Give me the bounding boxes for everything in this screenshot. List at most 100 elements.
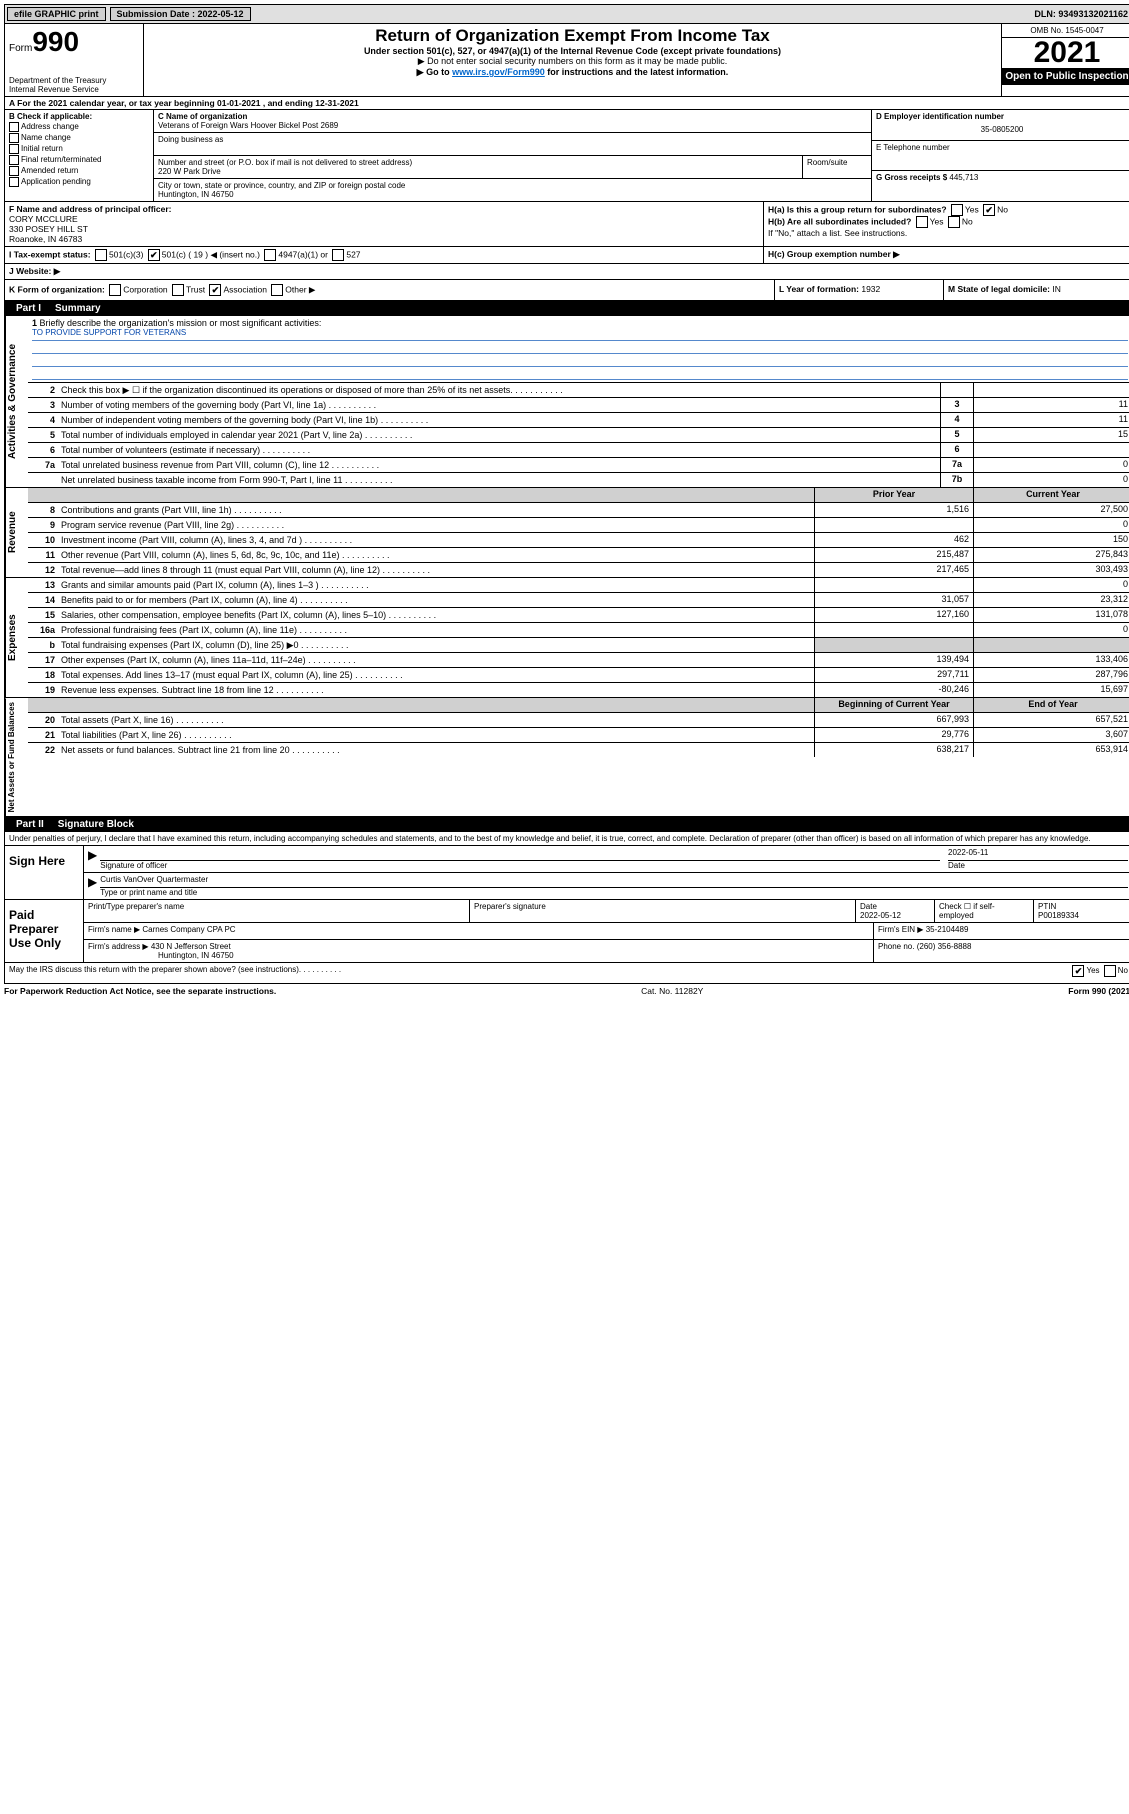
chk-corp[interactable] (109, 284, 121, 296)
net-assets-section: Net Assets or Fund Balances Beginning of… (4, 698, 1129, 817)
chk-name-change[interactable]: Name change (9, 133, 149, 143)
table-row: 11Other revenue (Part VIII, column (A), … (28, 548, 1129, 563)
room-label: Room/suite (803, 156, 871, 178)
may-irs-no[interactable] (1104, 965, 1116, 977)
table-row: 16aProfessional fundraising fees (Part I… (28, 623, 1129, 638)
prep-date-label: Date (860, 902, 930, 911)
line-text: Program service revenue (Part VIII, line… (58, 519, 814, 531)
form-word: Form (9, 43, 32, 54)
prior-year-head: Prior Year (814, 488, 973, 502)
line-num: 10 (28, 534, 58, 546)
net-header-row: Beginning of Current Year End of Year (28, 698, 1129, 713)
line-num: 7a (28, 459, 58, 471)
table-row: 9Program service revenue (Part VIII, lin… (28, 518, 1129, 533)
line-value: 11 (973, 413, 1129, 427)
may-irs-yes[interactable]: ✔ (1072, 965, 1084, 977)
prior-value: 462 (814, 533, 973, 547)
sidebar-revenue: Revenue (5, 488, 28, 577)
table-row: 2Check this box ▶ ☐ if the organization … (28, 383, 1129, 398)
current-value: 287,796 (973, 668, 1129, 682)
signature-block: Under penalties of perjury, I declare th… (4, 832, 1129, 984)
row-a-tax-year: A For the 2021 calendar year, or tax yea… (4, 97, 1129, 110)
table-row: 20Total assets (Part X, line 16)667,9936… (28, 713, 1129, 728)
part1-header: Part I Summary (4, 301, 1129, 316)
row-f-h: F Name and address of principal officer:… (4, 202, 1129, 247)
chk-amended-return[interactable]: Amended return (9, 166, 149, 176)
beg-year-head: Beginning of Current Year (814, 698, 973, 712)
current-value: 23,312 (973, 593, 1129, 607)
c-name-label: C Name of organization (158, 112, 867, 121)
f-label: F Name and address of principal officer: (9, 204, 759, 214)
line-code (940, 383, 973, 397)
sidebar-governance: Activities & Governance (5, 316, 28, 487)
current-year-head: Current Year (973, 488, 1129, 502)
prior-value: 217,465 (814, 563, 973, 577)
city-value: Huntington, IN 46750 (158, 190, 867, 199)
chk-4947[interactable] (264, 249, 276, 261)
chk-application-pending[interactable]: Application pending (9, 177, 149, 187)
arrow-icon: ▶ (88, 848, 97, 870)
part1-label: Part I (10, 303, 47, 314)
line-text: Total expenses. Add lines 13–17 (must eq… (58, 669, 814, 681)
form-subtitle-2: ▶ Do not enter social security numbers o… (150, 56, 995, 67)
prior-value: 1,516 (814, 503, 973, 517)
chk-501c3[interactable] (95, 249, 107, 261)
ha-no[interactable]: ✔ (983, 204, 995, 216)
form-title: Return of Organization Exempt From Incom… (150, 26, 995, 46)
line-text: Total fundraising expenses (Part IX, col… (58, 639, 814, 652)
table-row: 14Benefits paid to or for members (Part … (28, 593, 1129, 608)
ptin-label: PTIN (1038, 902, 1128, 911)
chk-501c[interactable]: ✔ (148, 249, 160, 261)
chk-address-change[interactable]: Address change (9, 122, 149, 132)
table-row: 12Total revenue—add lines 8 through 11 (… (28, 563, 1129, 577)
prior-value: 297,711 (814, 668, 973, 682)
table-row: bTotal fundraising expenses (Part IX, co… (28, 638, 1129, 653)
chk-other[interactable] (271, 284, 283, 296)
submission-date-button[interactable]: Submission Date : 2022-05-12 (110, 7, 251, 21)
sig-name-label: Type or print name and title (100, 888, 1128, 897)
section-bcde: B Check if applicable: Address change Na… (4, 110, 1129, 202)
f-officer-addr1: 330 POSEY HILL ST (9, 224, 759, 234)
hb-no[interactable] (948, 216, 960, 228)
current-value: 150 (973, 533, 1129, 547)
current-value: 657,521 (973, 713, 1129, 727)
form-subtitle-3: ▶ Go to www.irs.gov/Form990 for instruct… (150, 67, 995, 78)
line-num: 19 (28, 684, 58, 696)
mission-text: TO PROVIDE SUPPORT FOR VETERANS (32, 328, 1128, 341)
tax-year: 2021 (1002, 38, 1129, 68)
d-ein-value: 35-0805200 (876, 125, 1128, 134)
f-officer-addr2: Roanoke, IN 46783 (9, 234, 759, 244)
ha-yes[interactable] (951, 204, 963, 216)
ha-label: H(a) Is this a group return for subordin… (768, 204, 947, 214)
line-num: 11 (28, 549, 58, 561)
chk-final-return[interactable]: Final return/terminated (9, 155, 149, 165)
prior-value: 139,494 (814, 653, 973, 667)
line-text: Salaries, other compensation, employee b… (58, 609, 814, 621)
sig-date-value: 2022-05-11 (948, 848, 1128, 861)
chk-initial-return[interactable]: Initial return (9, 144, 149, 154)
efile-print-button[interactable]: efile GRAPHIC print (7, 7, 106, 21)
paid-preparer-label: Paid Preparer Use Only (5, 900, 84, 962)
current-value: 3,607 (973, 728, 1129, 742)
table-row: 17Other expenses (Part IX, column (A), l… (28, 653, 1129, 668)
m-label: M State of legal domicile: (948, 284, 1052, 294)
header-left: Form990 Department of the Treasury Inter… (5, 24, 144, 96)
g-gross-value: 445,713 (949, 173, 978, 182)
line-value: 11 (973, 398, 1129, 412)
line-num: 22 (28, 744, 58, 756)
chk-assoc[interactable]: ✔ (209, 284, 221, 296)
line-num: 2 (28, 384, 58, 396)
prior-value (814, 518, 973, 532)
j-website-label: J Website: ▶ (9, 266, 60, 277)
chk-527[interactable] (332, 249, 344, 261)
line-num: 16a (28, 624, 58, 636)
table-row: 15Salaries, other compensation, employee… (28, 608, 1129, 623)
prior-value (814, 578, 973, 592)
form990-link[interactable]: www.irs.gov/Form990 (452, 67, 545, 77)
hc-label: H(c) Group exemption number ▶ (768, 249, 900, 259)
chk-trust[interactable] (172, 284, 184, 296)
l-label: L Year of formation: (779, 284, 861, 294)
hb-yes[interactable] (916, 216, 928, 228)
l-value: 1932 (861, 284, 880, 294)
footer-right: Form 990 (2021) (1068, 986, 1129, 996)
